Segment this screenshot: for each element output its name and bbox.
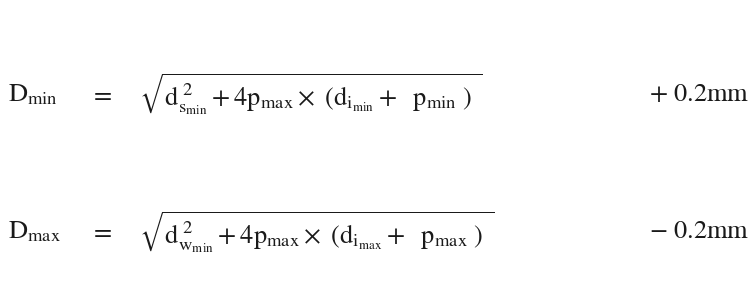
- Text: $-\ 0.2\mathrm{mm}$: $-\ 0.2\mathrm{mm}$: [649, 221, 749, 244]
- Text: $=$: $=$: [90, 83, 112, 107]
- Text: $+\ 0.2\mathrm{mm}$: $+\ 0.2\mathrm{mm}$: [649, 83, 749, 107]
- Text: $=$: $=$: [90, 221, 112, 244]
- Text: $\mathrm{D}_{\mathrm{max}}$: $\mathrm{D}_{\mathrm{max}}$: [8, 220, 61, 245]
- Text: $\sqrt{\mathrm{d}_{\mathrm{w}_{\mathrm{min}}}^{\ 2}+4\mathrm{p}_{\mathrm{max}}\t: $\sqrt{\mathrm{d}_{\mathrm{w}_{\mathrm{m…: [139, 209, 494, 255]
- Text: $\sqrt{\mathrm{d}_{\mathrm{s}_{\mathrm{min}}}^{\ 2}+4\mathrm{p}_{\mathrm{max}}\t: $\sqrt{\mathrm{d}_{\mathrm{s}_{\mathrm{m…: [139, 72, 483, 118]
- Text: $\mathrm{D}_{\mathrm{min}}$: $\mathrm{D}_{\mathrm{min}}$: [8, 83, 58, 108]
